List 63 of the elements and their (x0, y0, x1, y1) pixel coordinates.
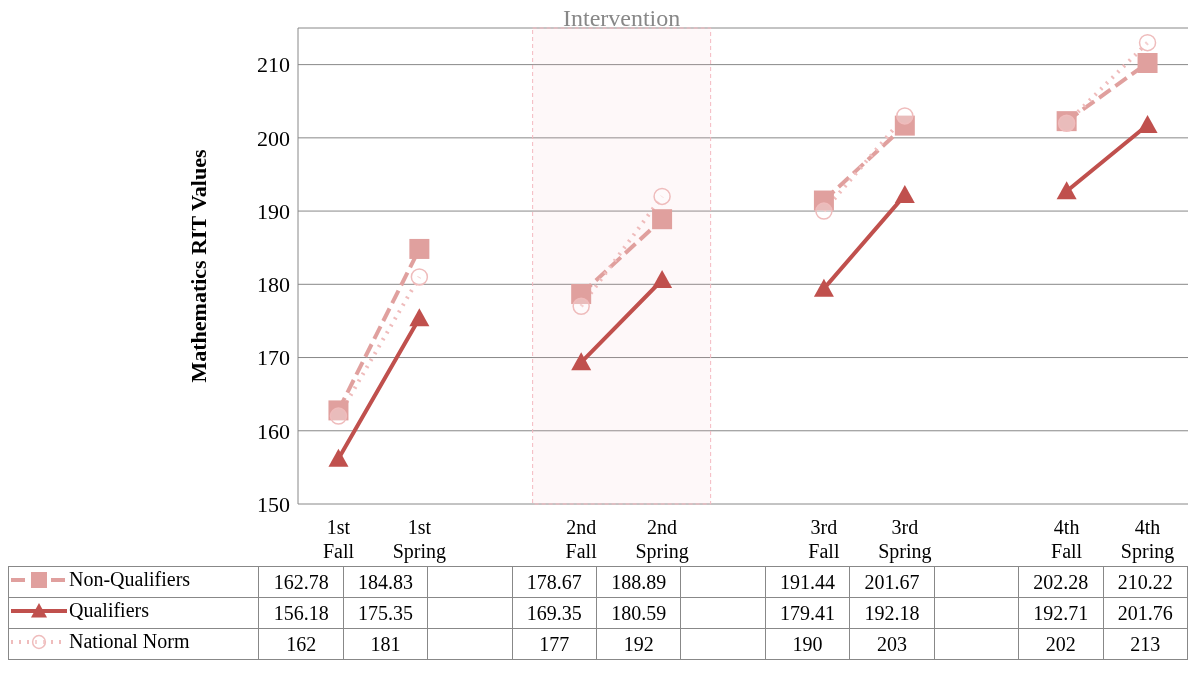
y-tick-label: 160 (257, 418, 290, 444)
point (894, 185, 915, 204)
point (813, 190, 834, 211)
y-tick-label: 210 (257, 52, 290, 78)
x-tick-label: 3rd Fall (808, 516, 840, 562)
data-label: 201.76 (1103, 597, 1188, 629)
data-label: 203 (849, 628, 935, 660)
point (813, 278, 834, 297)
x-tick-label: 1st Spring (392, 516, 447, 563)
x-tick-label: 1st Fall (322, 516, 355, 562)
point (329, 407, 348, 425)
data-label: 156.18 (258, 597, 344, 629)
point (1137, 114, 1158, 133)
data-label: 192 (596, 628, 681, 660)
y-tick-label: 150 (257, 491, 290, 517)
data-label: 213 (1103, 628, 1188, 660)
legend-label: National Norm (69, 630, 190, 653)
x-tick-label: 4th Fall (1051, 516, 1083, 562)
point (328, 400, 349, 421)
x-tick-label: 2nd Spring (635, 516, 689, 563)
data-label: 181 (343, 628, 428, 660)
point (652, 209, 673, 230)
data-label: 178.67 (512, 566, 597, 598)
data-label: 169.35 (512, 597, 597, 629)
point (894, 115, 915, 136)
point (652, 269, 673, 288)
y-tick-label: 170 (257, 345, 290, 371)
band-label: Intervention (562, 5, 681, 32)
point (896, 107, 914, 125)
point (1137, 53, 1158, 73)
data-label: 177 (512, 628, 597, 660)
data-label: 188.89 (596, 566, 681, 598)
data-label: 190 (765, 628, 850, 660)
point (328, 448, 349, 467)
point (409, 238, 430, 259)
legend-label: Non-Qualifiers (69, 568, 191, 591)
y-axis-title: Mathematics RIT Values (185, 149, 211, 383)
point (1056, 181, 1077, 200)
legend-label: Qualifiers (69, 599, 149, 622)
point (815, 202, 833, 220)
y-tick-label: 190 (257, 198, 290, 224)
data-label: 192.71 (1018, 597, 1103, 629)
data-label: 184.83 (343, 566, 428, 598)
x-tick-label: 2nd Fall (565, 516, 598, 562)
data-label: 202.28 (1018, 566, 1103, 598)
data-label: 201.67 (849, 566, 935, 598)
point (572, 297, 590, 316)
data-label: 162 (258, 628, 344, 660)
x-tick-label: 4th Spring (1120, 516, 1175, 563)
data-label: 202 (1018, 628, 1103, 660)
data-label: 210.22 (1103, 566, 1188, 598)
point (409, 308, 430, 327)
point (571, 352, 592, 371)
y-tick-label: 180 (257, 272, 290, 298)
point (571, 284, 592, 305)
data-label: 180.59 (596, 597, 681, 629)
data-label: 191.44 (765, 566, 850, 598)
data-label: 175.35 (343, 597, 428, 629)
y-tick-label: 200 (257, 125, 290, 151)
x-tick-label: 3rd Spring (878, 516, 932, 563)
data-label: 162.78 (258, 566, 344, 598)
data-label: 179.41 (765, 597, 850, 629)
data-label: 192.18 (849, 597, 935, 629)
